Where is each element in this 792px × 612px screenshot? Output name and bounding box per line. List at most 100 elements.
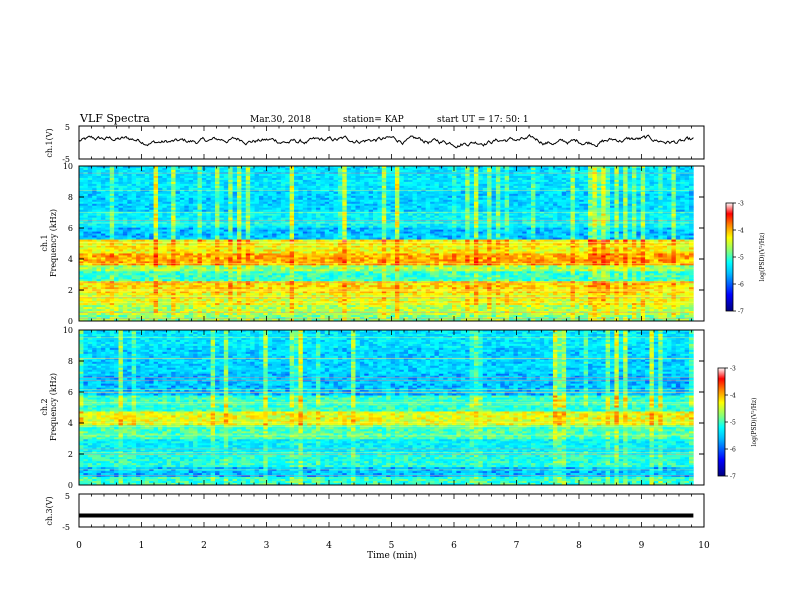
spec-cell [127,176,132,178]
spec-cell [259,190,264,192]
spec-cell [206,190,211,192]
spec-cell [443,198,448,200]
spec-cell [671,182,676,184]
spec-cell [553,174,558,176]
spec-cell [303,188,308,190]
spec-cell [351,174,356,176]
spec-cell [285,180,290,182]
spec-cell [571,182,576,184]
spec-cell [360,188,365,190]
spec-cell [671,192,676,194]
spec-cell [316,186,321,188]
spec-cell [579,202,584,204]
spec-cell [215,180,220,182]
spec-cell [171,186,176,188]
spec-cell [255,168,260,170]
spec-cell [443,204,448,206]
spec-cell [461,182,466,184]
spec-cell [184,200,189,202]
spec-cell [645,194,650,196]
spec-cell [680,188,685,190]
spec-cell [342,194,347,196]
spec-cell [176,204,181,206]
spec-cell [509,202,514,204]
spec-cell [628,180,633,182]
spec-cell [549,168,554,170]
spec-cell [320,200,325,202]
spec-cell [579,192,584,194]
spec-cell [92,170,97,172]
spec-cell [303,196,308,198]
spec-cell [500,182,505,184]
spec-cell [505,202,510,204]
spec-cell [123,176,128,178]
spec-cell [145,192,150,194]
spec-cell [373,180,378,182]
spec-cell [395,178,400,180]
spec-cell [636,178,641,180]
spec-cell [316,202,321,204]
spec-cell [298,186,303,188]
spec-cell [430,178,435,180]
spec-cell [382,190,387,192]
spec-cell [421,174,426,176]
spec-cell [553,182,558,184]
spec-cell [79,186,84,188]
spec-cell [535,174,540,176]
spec-cell [193,206,198,208]
spec-cell [110,196,115,198]
spec-cell [298,188,303,190]
spec-cell [614,170,619,172]
spec-cell [649,170,654,172]
spec-cell [360,202,365,204]
spec-cell [167,178,172,180]
spec-cell [430,184,435,186]
spec-cell [689,186,694,188]
spec-cell [623,190,628,192]
spec-cell [408,168,413,170]
spec-cell [649,174,654,176]
spec-cell [97,188,102,190]
spec-cell [382,176,387,178]
spec-cell [162,178,167,180]
spec-cell [571,180,576,182]
spec-cell [566,202,571,204]
spec-cell [307,182,312,184]
spec-cell [527,170,532,172]
spec-cell [505,190,510,192]
spec-cell [404,188,409,190]
spec-cell [483,188,488,190]
spec-cell [443,182,448,184]
spec-cell [377,176,382,178]
spec-cell [518,184,523,186]
spec-cell [180,174,185,176]
spec-cell [255,170,260,172]
spec-cell [391,200,396,202]
spec-cell [399,170,404,172]
spec-cell [233,168,238,170]
spec-cell [404,168,409,170]
spec-cell [509,174,514,176]
spec-cell [211,170,216,172]
spec-cell [342,182,347,184]
spec-cell [97,184,102,186]
spec-cell [601,182,606,184]
spec-cell [443,178,448,180]
spec-cell [566,190,571,192]
spec-cell [132,178,137,180]
spec-cell [325,186,330,188]
spec-cell [145,202,150,204]
spec-cell [215,174,220,176]
spec-cell [158,200,163,202]
spec-cell [645,182,650,184]
spec-cell [298,170,303,172]
spec-cell [132,184,137,186]
spec-cell [513,168,518,170]
spec-cell [592,200,597,202]
spec-cell [285,192,290,194]
spec-cell [571,200,576,202]
spec-cell [456,176,461,178]
spec-cell [127,190,132,192]
spec-cell [373,184,378,186]
spec-cell [676,186,681,188]
